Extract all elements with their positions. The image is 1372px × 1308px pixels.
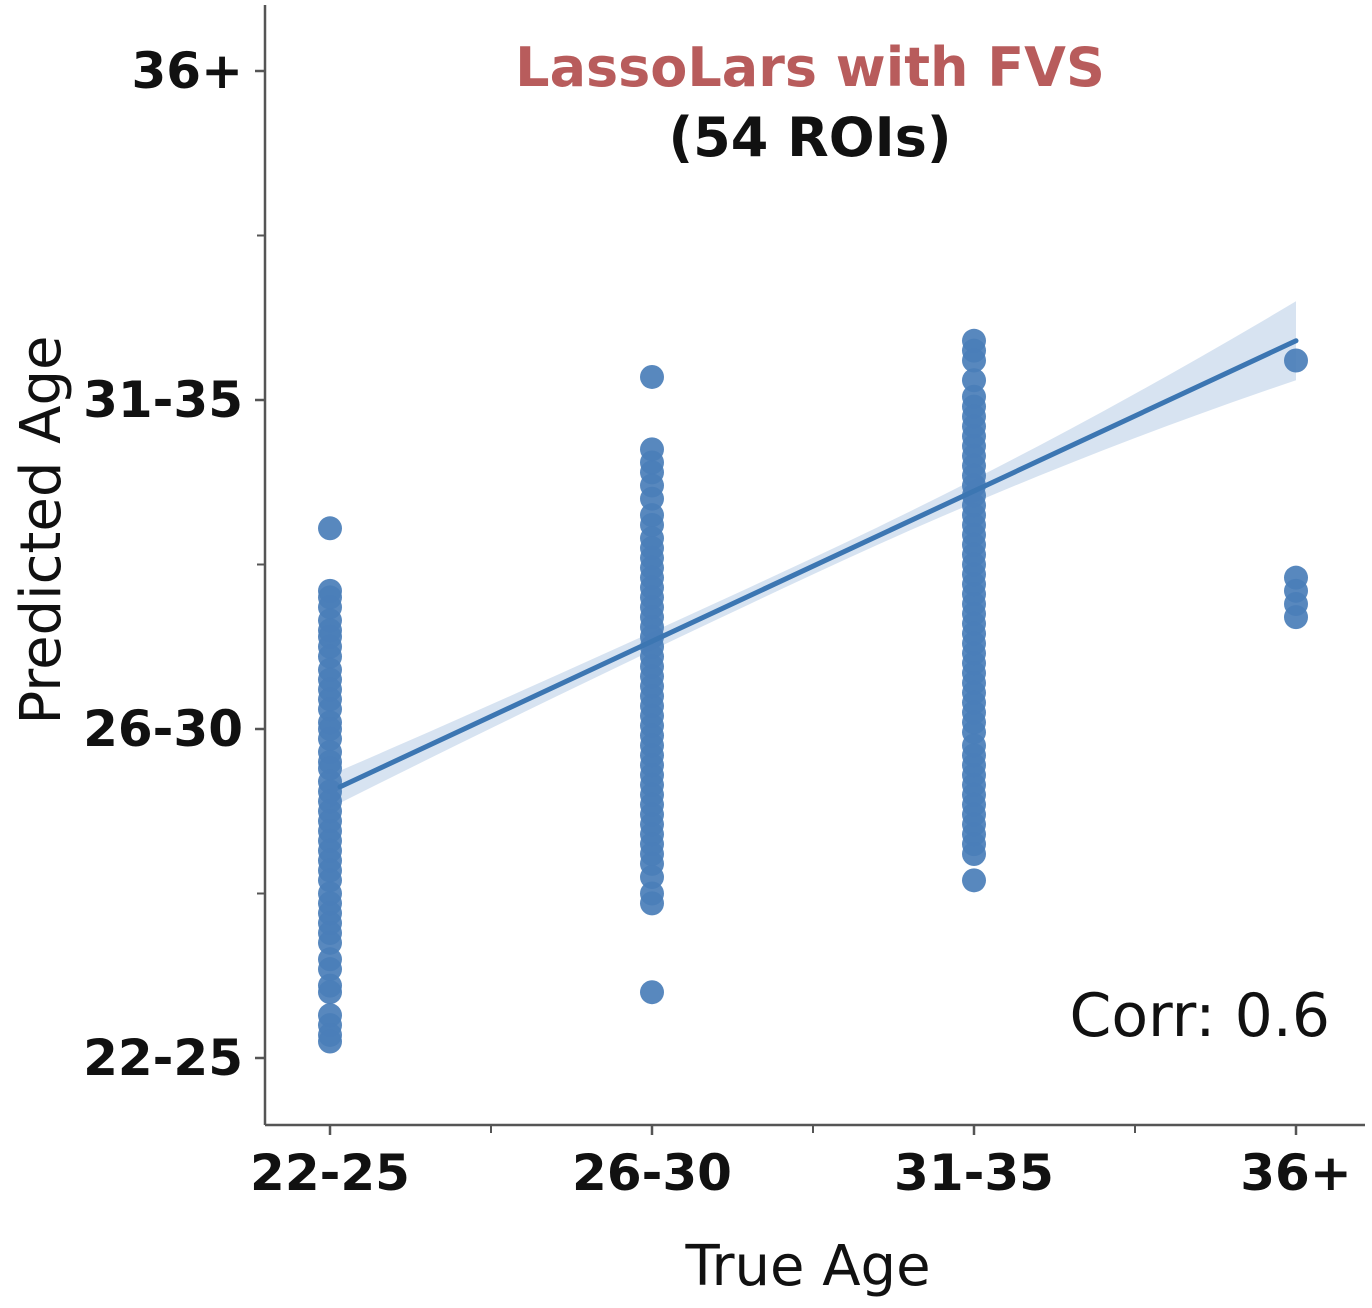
y-axis-label: Predicted Age xyxy=(9,336,74,725)
scatter-points-layer xyxy=(318,328,1308,1054)
ticks-layer: 22-25 26-30 31-35 36+ 22-25 26-30 31-35 36+ xyxy=(83,42,1352,1202)
x-tick-label: 22-25 xyxy=(250,1144,410,1202)
x-tick-label: 31-35 xyxy=(894,1144,1054,1202)
scatter-point xyxy=(318,516,342,541)
scatter-point xyxy=(640,980,664,1005)
x-tick-label: 26-30 xyxy=(572,1144,732,1202)
y-tick-label: 31-35 xyxy=(83,371,243,429)
x-tick-label: 36+ xyxy=(1240,1144,1351,1202)
scatter-point xyxy=(318,957,342,982)
scatter-point xyxy=(962,368,986,393)
y-tick-label: 26-30 xyxy=(83,700,243,758)
scatter-point xyxy=(640,486,664,511)
scatter-point xyxy=(962,868,986,893)
regression-line xyxy=(337,338,1299,790)
scatter-point xyxy=(640,364,664,389)
scatter-point xyxy=(640,865,664,890)
chart-subtitle: (54 ROIs) xyxy=(668,106,951,169)
regression-line-layer xyxy=(337,338,1299,790)
scatter-point xyxy=(1284,605,1308,630)
scatter-point xyxy=(962,348,986,373)
scatter-point xyxy=(318,980,342,1005)
scatter-point xyxy=(318,930,342,955)
x-axis-label: True Age xyxy=(684,1234,930,1299)
correlation-annotation: Corr: 0.6 xyxy=(1069,981,1330,1051)
confidence-band xyxy=(330,301,1296,808)
chart-title: LassoLars with FVS xyxy=(515,36,1105,99)
scatter-point xyxy=(640,891,664,916)
scatter-point xyxy=(318,1029,342,1054)
scatter-point xyxy=(962,842,986,867)
scatter-point xyxy=(1284,348,1308,373)
y-tick-label: 36+ xyxy=(132,42,243,100)
y-tick-label: 22-25 xyxy=(83,1029,243,1087)
confidence-band-layer xyxy=(330,301,1296,808)
